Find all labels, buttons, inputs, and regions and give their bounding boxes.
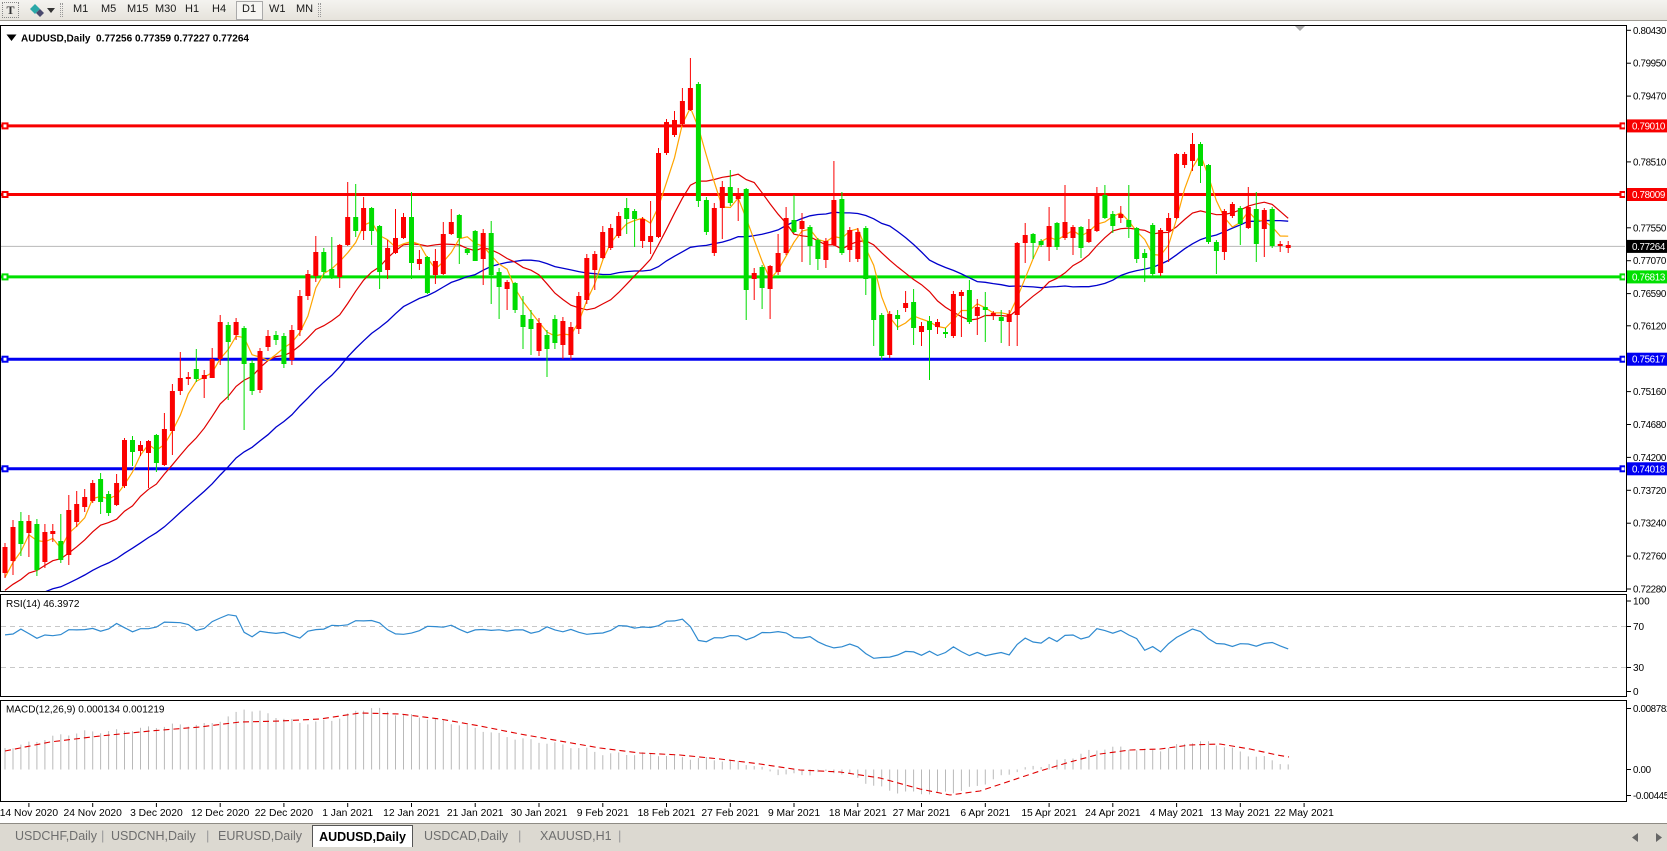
svg-text:0.76590: 0.76590 xyxy=(1633,289,1667,300)
svg-text:0.75160: 0.75160 xyxy=(1633,387,1667,398)
svg-text:0.79470: 0.79470 xyxy=(1633,92,1667,103)
svg-text:24 Apr 2021: 24 Apr 2021 xyxy=(1085,808,1141,819)
svg-text:0.77264: 0.77264 xyxy=(1632,242,1666,253)
svg-text:4 May 2021: 4 May 2021 xyxy=(1150,808,1204,819)
svg-text:0.79010: 0.79010 xyxy=(1632,121,1666,132)
svg-text:0.76813: 0.76813 xyxy=(1632,272,1666,283)
svg-text:0.00: 0.00 xyxy=(1633,765,1652,776)
svg-text:MACD(12,26,9) 0.000134 0.00121: MACD(12,26,9) 0.000134 0.001219 xyxy=(6,705,165,716)
svg-text:9 Feb 2021: 9 Feb 2021 xyxy=(577,808,629,819)
svg-text:RSI(14) 46.3972: RSI(14) 46.3972 xyxy=(6,599,80,610)
svg-text:18 Mar 2021: 18 Mar 2021 xyxy=(829,808,887,819)
svg-text:0.73720: 0.73720 xyxy=(1633,486,1667,497)
svg-text:24 Nov 2020: 24 Nov 2020 xyxy=(63,808,122,819)
svg-text:0.008782: 0.008782 xyxy=(1633,704,1667,715)
svg-text:0.74200: 0.74200 xyxy=(1633,453,1667,464)
svg-text:0.75617: 0.75617 xyxy=(1632,355,1665,366)
svg-text:0.78009: 0.78009 xyxy=(1632,190,1665,201)
svg-text:0: 0 xyxy=(1633,687,1639,698)
svg-text:12 Jan 2021: 12 Jan 2021 xyxy=(383,808,440,819)
svg-text:27 Mar 2021: 27 Mar 2021 xyxy=(893,808,951,819)
svg-text:27 Feb 2021: 27 Feb 2021 xyxy=(701,808,759,819)
svg-text:30: 30 xyxy=(1633,663,1645,674)
svg-text:0.74680: 0.74680 xyxy=(1633,420,1667,431)
svg-text:22 May 2021: 22 May 2021 xyxy=(1274,808,1334,819)
svg-text:70: 70 xyxy=(1633,622,1645,633)
svg-text:18 Feb 2021: 18 Feb 2021 xyxy=(638,808,696,819)
svg-text:6 Apr 2021: 6 Apr 2021 xyxy=(960,808,1010,819)
svg-text:13 May 2021: 13 May 2021 xyxy=(1211,808,1271,819)
svg-text:30 Jan 2021: 30 Jan 2021 xyxy=(511,808,568,819)
svg-text:0.76120: 0.76120 xyxy=(1633,321,1667,332)
svg-text:21 Jan 2021: 21 Jan 2021 xyxy=(447,808,504,819)
svg-text:-0.00445: -0.00445 xyxy=(1633,791,1667,802)
svg-text:22 Dec 2020: 22 Dec 2020 xyxy=(255,808,314,819)
svg-text:0.73240: 0.73240 xyxy=(1633,519,1667,530)
svg-text:15 Apr 2021: 15 Apr 2021 xyxy=(1021,808,1077,819)
svg-text:0.77550: 0.77550 xyxy=(1633,223,1667,234)
svg-text:3 Dec 2020: 3 Dec 2020 xyxy=(130,808,183,819)
svg-text:12 Dec 2020: 12 Dec 2020 xyxy=(191,808,250,819)
svg-text:0.77070: 0.77070 xyxy=(1633,256,1667,267)
svg-text:14 Nov 2020: 14 Nov 2020 xyxy=(0,808,58,819)
svg-text:9 Mar 2021: 9 Mar 2021 xyxy=(768,808,820,819)
svg-text:100: 100 xyxy=(1633,597,1650,608)
svg-text:AUDUSD,Daily 0.77256 0.77359: AUDUSD,Daily 0.77256 0.77359 0.77227 0.7… xyxy=(21,34,249,45)
svg-text:0.79950: 0.79950 xyxy=(1633,59,1667,70)
svg-text:1 Jan 2021: 1 Jan 2021 xyxy=(322,808,373,819)
svg-text:0.78510: 0.78510 xyxy=(1633,157,1667,168)
svg-text:0.72760: 0.72760 xyxy=(1633,552,1667,563)
svg-text:0.74018: 0.74018 xyxy=(1632,464,1666,475)
svg-text:0.72280: 0.72280 xyxy=(1633,585,1667,596)
svg-text:0.80430: 0.80430 xyxy=(1633,26,1667,37)
